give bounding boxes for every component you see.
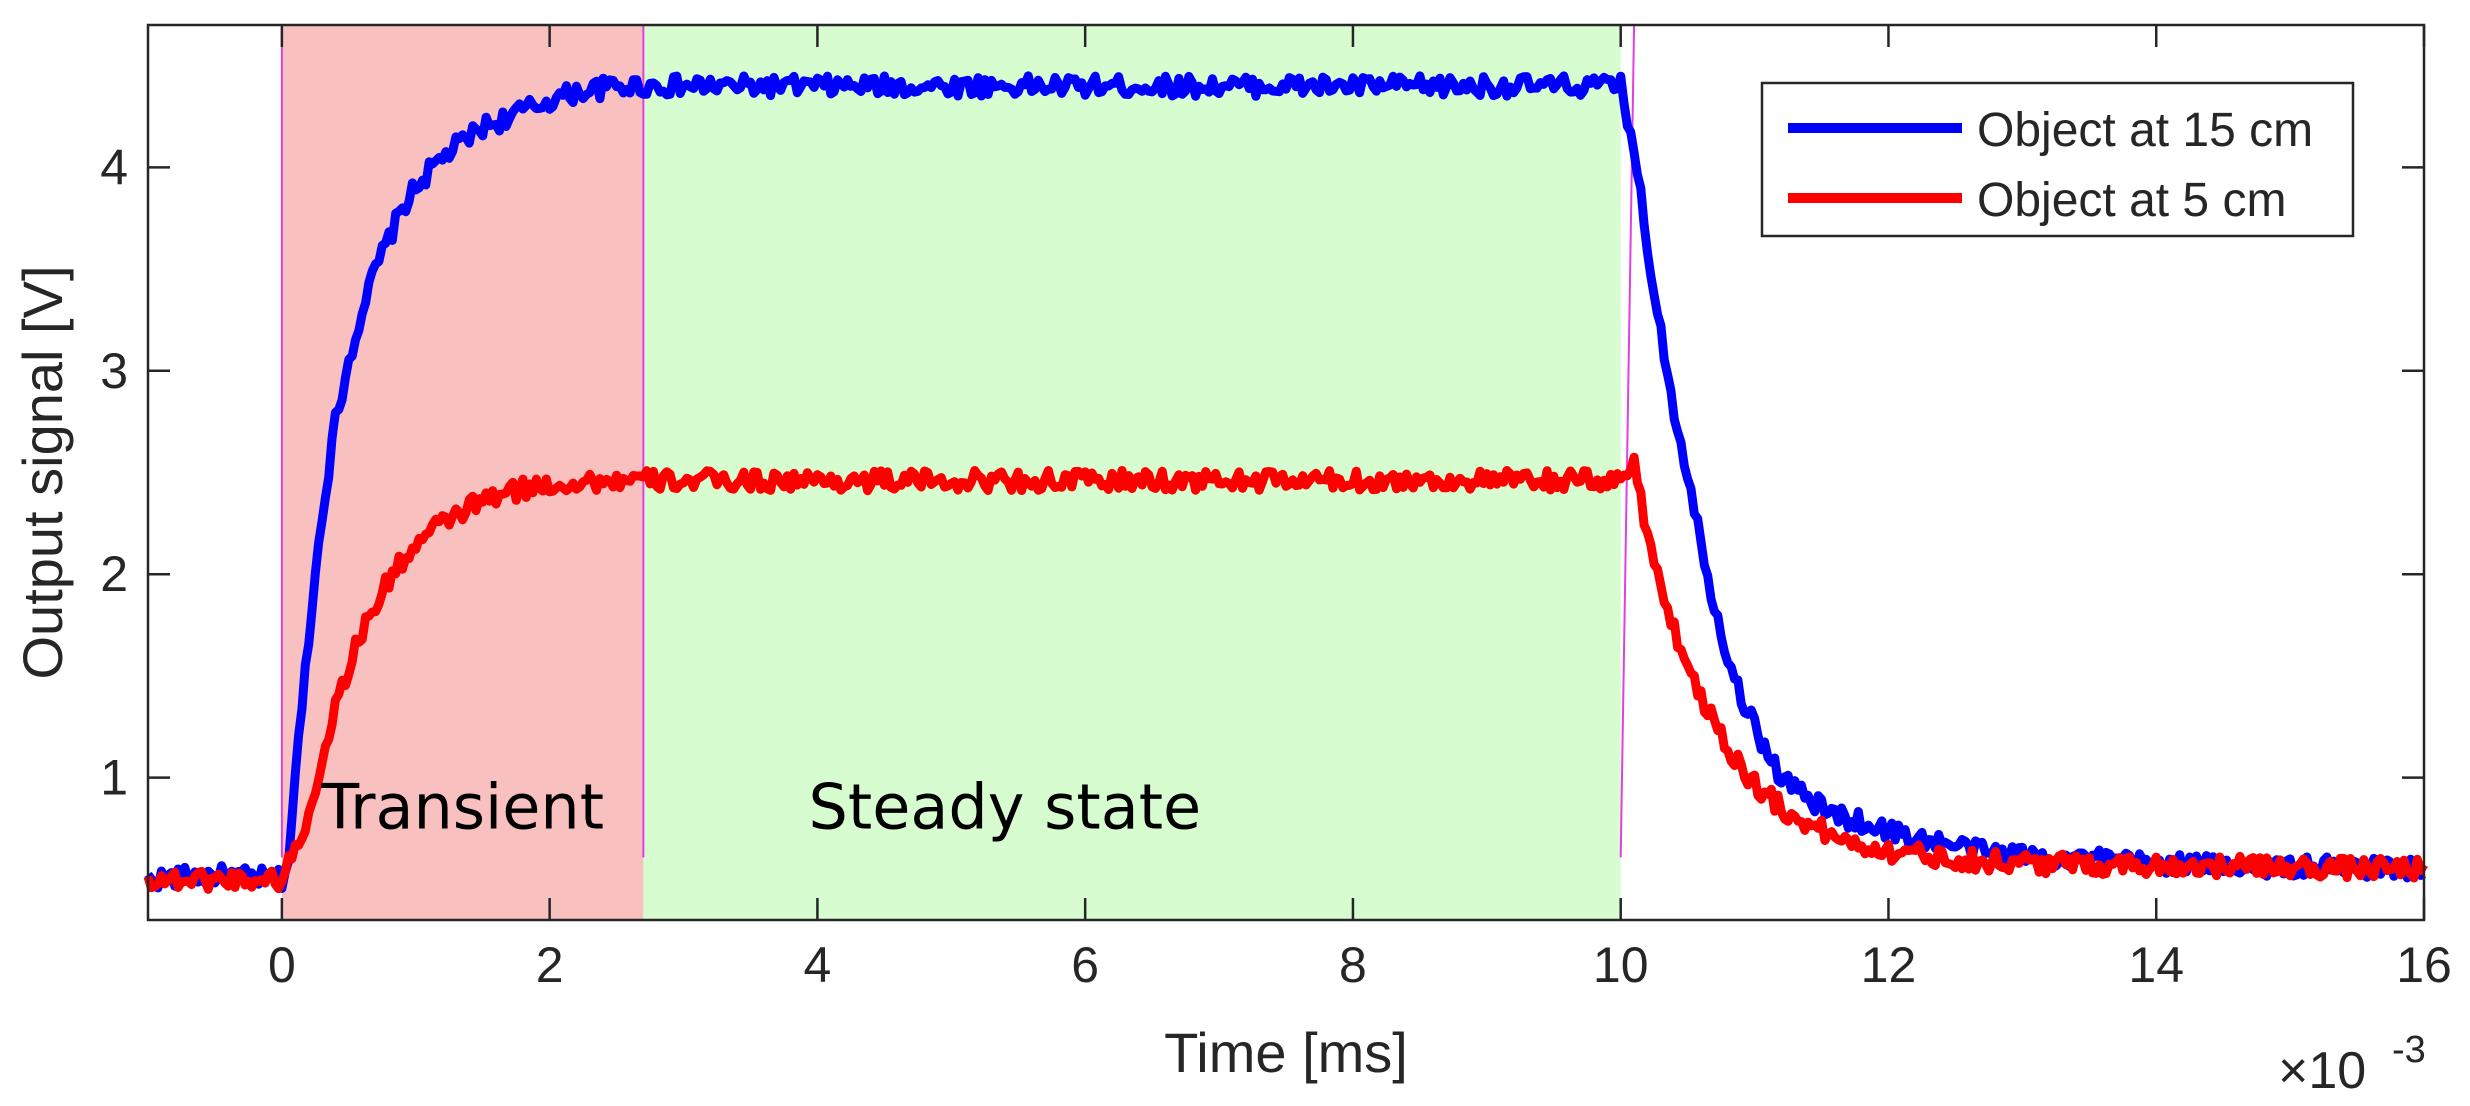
- x-tick-label: 2: [536, 937, 564, 993]
- plot-area-border: [146, 23, 2426, 922]
- y-axis-label: Output signal [V]: [11, 265, 74, 679]
- legend-layer: Object at 15 cm Object at 5 cm: [1760, 81, 2355, 238]
- region-label-transient: Transient: [320, 770, 604, 843]
- x-tick-label: 4: [804, 937, 832, 993]
- legend-box: [1760, 81, 2355, 238]
- y-tick-label: 3: [100, 343, 128, 399]
- x-tick-label: 8: [1339, 937, 1367, 993]
- y-tick-label: 2: [100, 546, 128, 602]
- x-tick-label: 14: [2128, 937, 2184, 993]
- x-tick-label: 0: [268, 937, 296, 993]
- x-tick-label: 6: [1071, 937, 1099, 993]
- region-labels-layer: Transient Steady state: [320, 770, 1201, 843]
- x-axis-multiplier-exponent: -3: [2392, 1029, 2426, 1071]
- y-tick-label: 1: [100, 750, 128, 806]
- x-tick-label: 16: [2396, 937, 2452, 993]
- series-layer: [143, 71, 2428, 894]
- x-tick-label: 12: [1861, 937, 1917, 993]
- y-tick-label: 4: [100, 139, 128, 195]
- legend-label-0: Object at 15 cm: [1977, 104, 2313, 157]
- region-label-steady-state: Steady state: [809, 770, 1202, 843]
- x-tick-label: 10: [1593, 937, 1649, 993]
- legend-label-1: Object at 5 cm: [1977, 174, 2286, 227]
- x-axis-multiplier: ×10: [2278, 1042, 2366, 1100]
- x-axis-label: Time [ms]: [1164, 1021, 1408, 1084]
- region-transient: [281, 25, 644, 920]
- series-line-1: [143, 452, 2428, 894]
